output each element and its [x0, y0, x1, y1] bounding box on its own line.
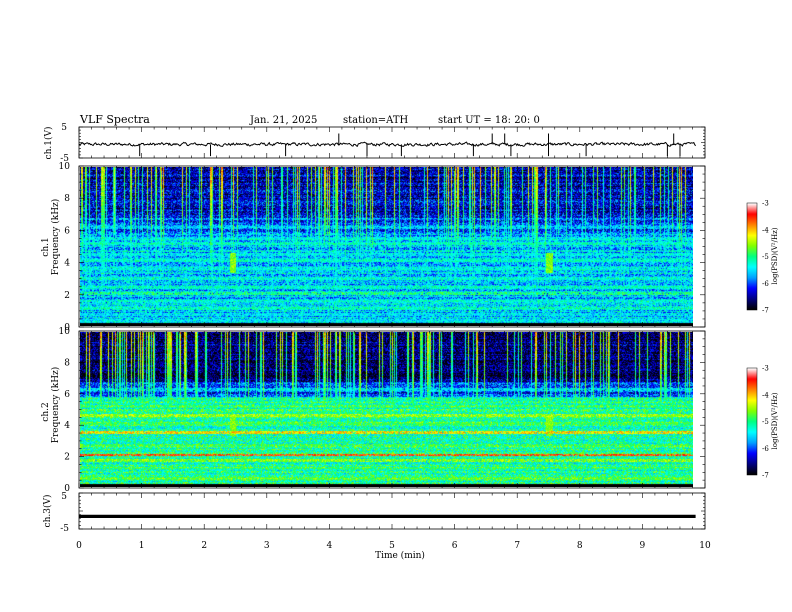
- time-tick-label: 3: [264, 541, 270, 551]
- ch2-frequency-tick-label: 2: [64, 453, 70, 463]
- ch1-frequency-tick-label: 8: [64, 194, 70, 204]
- ch2-colorbar-tick-label: -4: [762, 391, 769, 399]
- chart-title: VLF Spectra: [79, 113, 150, 126]
- ch1-frequency-tick-label: 6: [64, 226, 70, 236]
- ch3-ticks: [78, 492, 706, 530]
- ch1-colorbar-tick-labels: -3 -4 -5 -6 -7: [762, 200, 769, 315]
- ch1-colorbar-label: log(PSD)(V²/Hz): [771, 227, 779, 284]
- time-tick-label: 6: [452, 541, 458, 551]
- ch2-frequency-tick-label: 6: [64, 390, 70, 400]
- ch2-colorbar-tick-labels: -3 -4 -5 -6 -7: [762, 365, 769, 480]
- time-tick-label: 0: [76, 541, 82, 551]
- ch1-colorbar-tick-label: -4: [762, 226, 769, 234]
- ch3-ytick-min: -5: [60, 524, 69, 534]
- ch3-plot-frame: [78, 492, 706, 530]
- date-label: Jan. 21, 2025: [249, 115, 317, 126]
- time-tick-label: 4: [327, 541, 333, 551]
- ch2-colorbar-label: log(PSD)(V²/Hz): [771, 392, 779, 449]
- ch1-voltage-panel: 5 -5 ch.1(V): [43, 123, 706, 164]
- ch3-voltage-panel: 5 -5 ch.3(V) 0 1 2 3 4 5 6 7 8 9 10 Time (min): [42, 492, 711, 561]
- time-tick-label: 9: [640, 541, 646, 551]
- start-time-label: start UT = 18: 20: 0: [438, 115, 540, 126]
- ch1-frequency-tick-label: 4: [64, 259, 70, 269]
- ch2-spectrogram-ticks: [78, 330, 706, 489]
- ch2-frequency-tick-labels: 0 2 4 6 8 10: [59, 327, 71, 494]
- ch2-spectrogram-channel-label: ch.2: [41, 402, 51, 421]
- ch3-ytick-max: 5: [61, 492, 67, 502]
- ch2-colorbar: [747, 368, 757, 475]
- time-tick-label: 10: [699, 541, 711, 551]
- ch1-colorbar-frame: [746, 202, 758, 311]
- time-tick-label: 2: [201, 541, 207, 551]
- time-tick-labels: 0 1 2 3 4 5 6 7 8 9 10: [76, 541, 711, 551]
- ch1-ytick-max: 5: [61, 123, 67, 133]
- ch1-frequency-tick-label: 0: [64, 323, 70, 333]
- ch1-frequency-tick-labels: 0 2 4 6 8 10: [59, 162, 71, 333]
- ch1-colorbar-tick-label: -6: [762, 280, 769, 288]
- ch1-colorbar-tick-label: -5: [762, 253, 769, 261]
- ch1-spectrogram-channel-label: ch.1: [41, 237, 51, 256]
- ch1-colorbar: [747, 203, 757, 310]
- ch2-frequency-tick-label: 10: [59, 327, 71, 337]
- ch1-ticks: [78, 126, 706, 159]
- ch2-colorbar-tick-label: -3: [762, 365, 769, 373]
- time-tick-label: 5: [389, 541, 395, 551]
- ch1-colorbar-tick-label: -3: [762, 200, 769, 208]
- ch1-colorbar-tick-label: -7: [762, 307, 769, 315]
- ch2-frequency-tick-label: 4: [64, 421, 70, 431]
- ch2-frequency-ylabel: Frequency (kHz): [50, 367, 61, 444]
- ch1-voltage-ylabel: ch.1(V): [43, 127, 54, 160]
- ch2-frequency-tick-label: 0: [64, 484, 70, 494]
- ch2-colorbar-frame: [746, 367, 758, 476]
- ch1-frequency-ylabel: Frequency (kHz): [50, 199, 61, 276]
- time-xlabel: Time (min): [375, 550, 425, 561]
- time-tick-label: 1: [139, 541, 145, 551]
- time-tick-label: 8: [577, 541, 583, 551]
- ch1-frequency-tick-label: 10: [59, 162, 71, 172]
- ch1-spectrogram-image: [80, 167, 693, 326]
- ch2-colorbar-tick-label: -6: [762, 445, 769, 453]
- ch2-colorbar-tick-label: -5: [762, 418, 769, 426]
- ch2-frequency-tick-label: 8: [64, 358, 70, 368]
- ch3-voltage-ylabel: ch.3(V): [42, 495, 53, 528]
- station-label: station=ATH: [343, 115, 409, 126]
- ch1-spectrogram-ticks: [78, 165, 706, 328]
- ch1-frequency-tick-label: 2: [64, 291, 70, 301]
- ch1-ytick-min: -5: [60, 154, 69, 164]
- ch2-colorbar-tick-label: -7: [762, 472, 769, 480]
- time-tick-label: 7: [514, 541, 520, 551]
- ch2-spectrogram-image: [80, 332, 693, 487]
- ch1-voltage-trace: [78, 133, 696, 157]
